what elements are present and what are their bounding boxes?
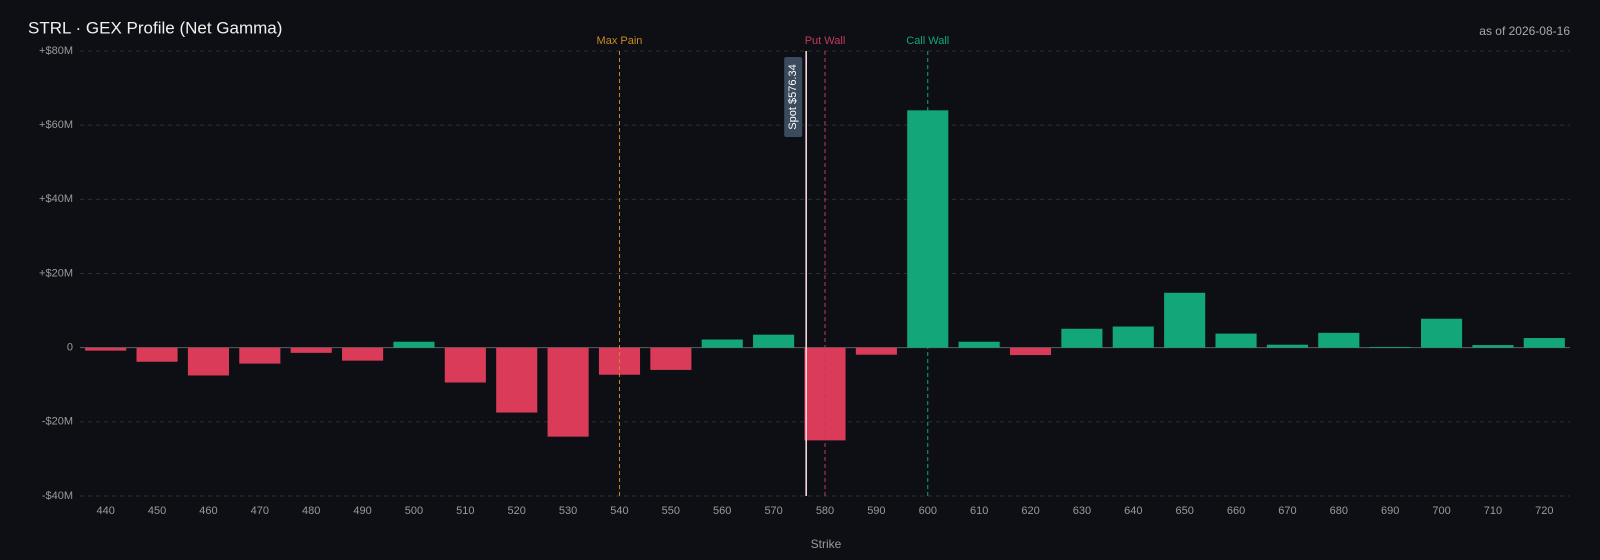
bar	[1215, 333, 1257, 348]
bar	[547, 347, 589, 437]
marker-label: Max Pain	[597, 35, 643, 47]
x-tick-label: 520	[508, 505, 526, 517]
spot-label: Spot $576.34	[787, 64, 799, 129]
bar	[290, 347, 332, 353]
x-tick-label: 640	[1124, 505, 1142, 517]
y-tick-label: +$40M	[39, 193, 73, 205]
x-axis-label: Strike	[811, 537, 842, 551]
chart-title: STRL · GEX Profile (Net Gamma)	[28, 18, 282, 37]
bar	[753, 334, 795, 348]
bar	[187, 347, 229, 376]
y-tick-label: -$20M	[42, 416, 73, 428]
bar	[239, 347, 281, 364]
bar	[1061, 328, 1103, 348]
bar	[855, 347, 897, 355]
spot-badge-box	[784, 57, 803, 137]
x-tick-label: 720	[1535, 505, 1553, 517]
bar	[1421, 318, 1463, 348]
x-tick-label: 710	[1484, 505, 1502, 517]
marker-label: Put Wall	[805, 35, 846, 47]
y-tick-label: +$80M	[39, 45, 73, 57]
x-tick-label: 580	[816, 505, 834, 517]
x-tick-label: 690	[1381, 505, 1399, 517]
bar	[701, 339, 743, 348]
x-tick-label: 650	[1175, 505, 1193, 517]
bar	[496, 347, 538, 413]
x-tick-label: 460	[199, 505, 217, 517]
bar	[444, 347, 486, 383]
x-tick-label: 540	[610, 505, 628, 517]
bar	[1369, 346, 1411, 348]
bar	[1266, 344, 1308, 348]
bar	[85, 347, 127, 351]
x-tick-label: 570	[764, 505, 782, 517]
x-tick-label: 530	[559, 505, 577, 517]
bar	[1523, 338, 1565, 348]
bar	[136, 347, 178, 362]
x-tick-label: 590	[867, 505, 885, 517]
x-tick-label: 680	[1330, 505, 1348, 517]
spot-badge: Spot $576.34	[784, 57, 803, 137]
x-tick-label: 660	[1227, 505, 1245, 517]
x-tick-label: 600	[919, 505, 937, 517]
y-tick-label: +$60M	[39, 119, 73, 131]
bar	[1318, 332, 1360, 348]
bar	[342, 347, 384, 361]
bar	[1472, 345, 1514, 348]
x-tick-label: 440	[97, 505, 115, 517]
x-tick-label: 550	[662, 505, 680, 517]
x-tick-label: 620	[1021, 505, 1039, 517]
x-tick-label: 560	[713, 505, 731, 517]
x-tick-label: 480	[302, 505, 320, 517]
bar	[1112, 326, 1154, 348]
chart-subtitle: as of 2026-08-16	[1479, 24, 1570, 38]
bar	[393, 341, 435, 348]
x-tick-label: 700	[1432, 505, 1450, 517]
marker-label: Call Wall	[906, 35, 949, 47]
bar	[1009, 347, 1052, 356]
x-tick-label: 470	[251, 505, 269, 517]
y-tick-label: 0	[67, 342, 73, 354]
y-tick-label: +$20M	[39, 267, 73, 279]
x-tick-label: 500	[405, 505, 423, 517]
x-tick-label: 630	[1073, 505, 1091, 517]
x-tick-label: 450	[148, 505, 166, 517]
bar	[958, 341, 1000, 348]
x-tick-label: 490	[353, 505, 371, 517]
x-tick-label: 610	[970, 505, 988, 517]
bar	[650, 347, 692, 370]
bar	[1164, 292, 1206, 348]
x-tick-label: 670	[1278, 505, 1296, 517]
x-tick-label: 510	[456, 505, 474, 517]
y-tick-label: -$40M	[42, 490, 73, 502]
